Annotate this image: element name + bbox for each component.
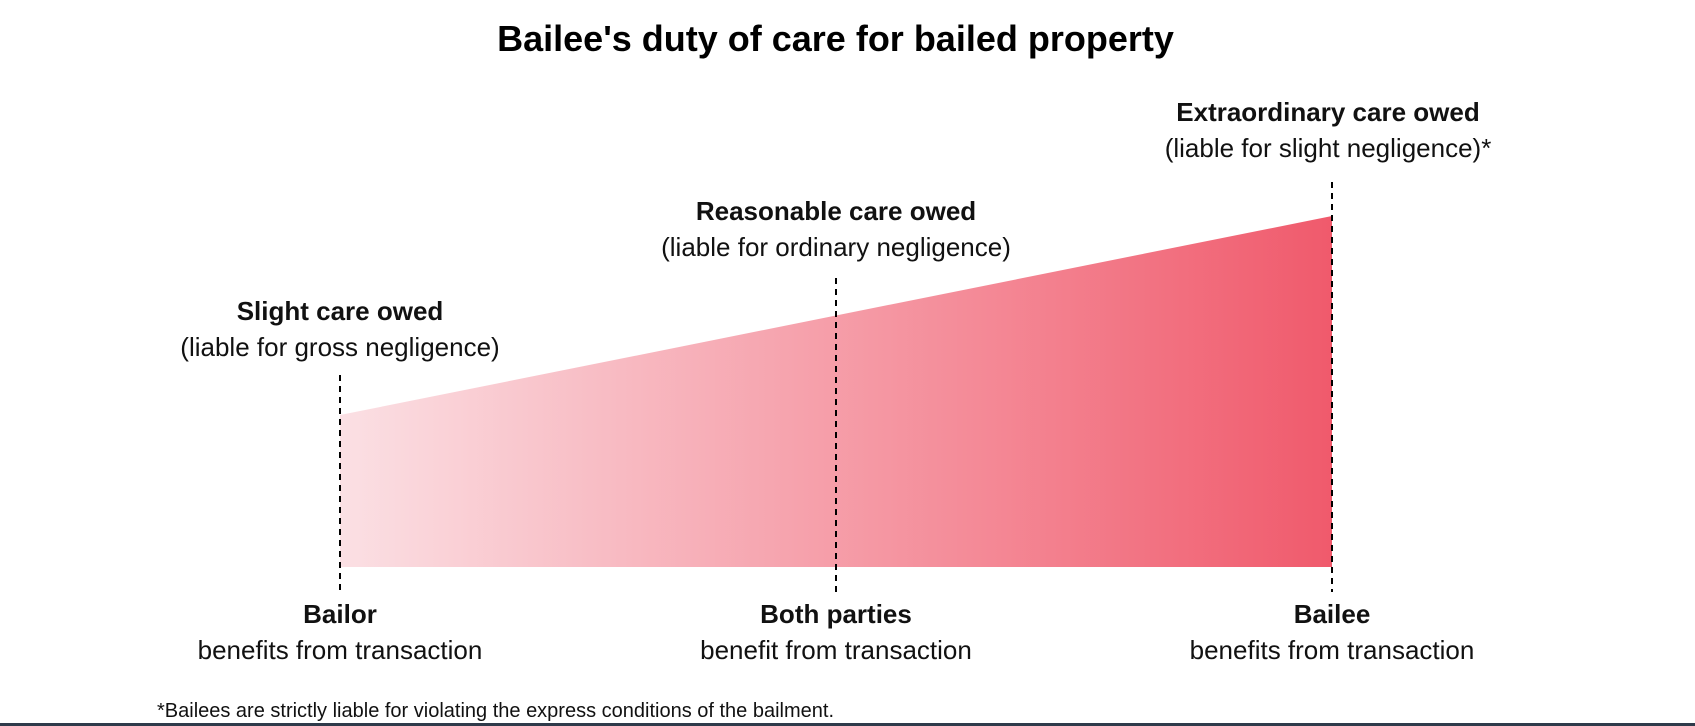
care-title-slight: Slight care owed: [236, 296, 444, 326]
care-label-extraordinary: Extraordinary care owed (liable for slig…: [1098, 94, 1558, 166]
party-benefit-bailee: benefits from transaction: [1189, 635, 1475, 665]
care-title-reasonable: Reasonable care owed: [695, 196, 977, 226]
care-title-extraordinary: Extraordinary care owed: [1176, 97, 1480, 127]
care-label-slight: Slight care owed (liable for gross negli…: [110, 293, 570, 365]
diagram-title: Bailee's duty of care for bailed propert…: [497, 18, 1174, 59]
party-label-bailee: Bailee benefits from transaction: [1102, 596, 1562, 668]
footnote: *Bailees are strictly liable for violati…: [157, 700, 835, 722]
care-liability-slight: (liable for gross negligence): [180, 332, 500, 362]
party-benefit-bailor: benefits from transaction: [197, 635, 483, 665]
care-label-reasonable: Reasonable care owed (liable for ordinar…: [606, 193, 1066, 265]
party-name-both: Both parties: [760, 599, 912, 629]
party-benefit-both: benefit from transaction: [700, 635, 972, 665]
party-name-bailor: Bailor: [303, 599, 377, 629]
party-label-bailor: Bailor benefits from transaction: [110, 596, 570, 668]
care-liability-reasonable: (liable for ordinary negligence): [661, 232, 1011, 262]
party-name-bailee: Bailee: [1293, 599, 1371, 629]
bottom-border: [0, 723, 1695, 726]
care-liability-extraordinary: (liable for slight negligence)*: [1164, 133, 1492, 163]
party-label-both: Both parties benefit from transaction: [606, 596, 1066, 668]
